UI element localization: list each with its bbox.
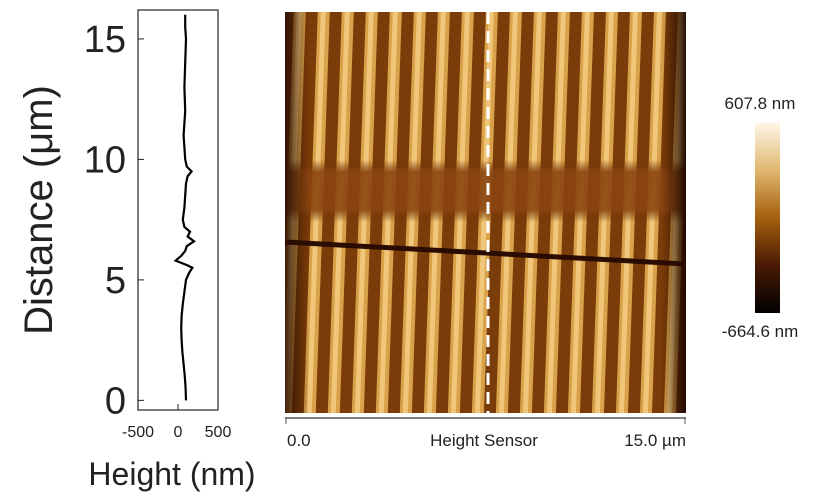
image-axis-start: 0.0 xyxy=(287,431,311,450)
colorbar-max: 607.8 nm xyxy=(725,94,796,113)
x-tick-label: 0 xyxy=(174,424,183,441)
x-tick-label: 500 xyxy=(205,424,232,441)
y-tick-label: 10 xyxy=(84,139,126,181)
image-axis-title: Height Sensor xyxy=(430,431,538,450)
afm-edge xyxy=(285,12,686,413)
colorbar-min: -664.6 nm xyxy=(722,322,799,341)
y-tick-label: 15 xyxy=(84,19,126,61)
y-tick-label: 5 xyxy=(105,260,126,302)
colorbar-gradient xyxy=(755,122,780,313)
plot-frame xyxy=(137,9,219,411)
image-axis: 0.0 Height Sensor 15.0 µm xyxy=(285,417,686,450)
colorbar: 607.8 nm -664.6 nm xyxy=(722,94,799,341)
y-tick-label: 0 xyxy=(105,380,126,422)
y-axis-title: Distance (μm) xyxy=(17,85,61,335)
x-tick-label: -500 xyxy=(122,424,154,441)
afm-crack xyxy=(284,239,687,267)
profile-line xyxy=(173,14,196,401)
x-axis-title: Height (nm) xyxy=(88,456,255,492)
afm-image xyxy=(284,12,687,413)
image-axis-end: 15.0 µm xyxy=(624,431,686,450)
